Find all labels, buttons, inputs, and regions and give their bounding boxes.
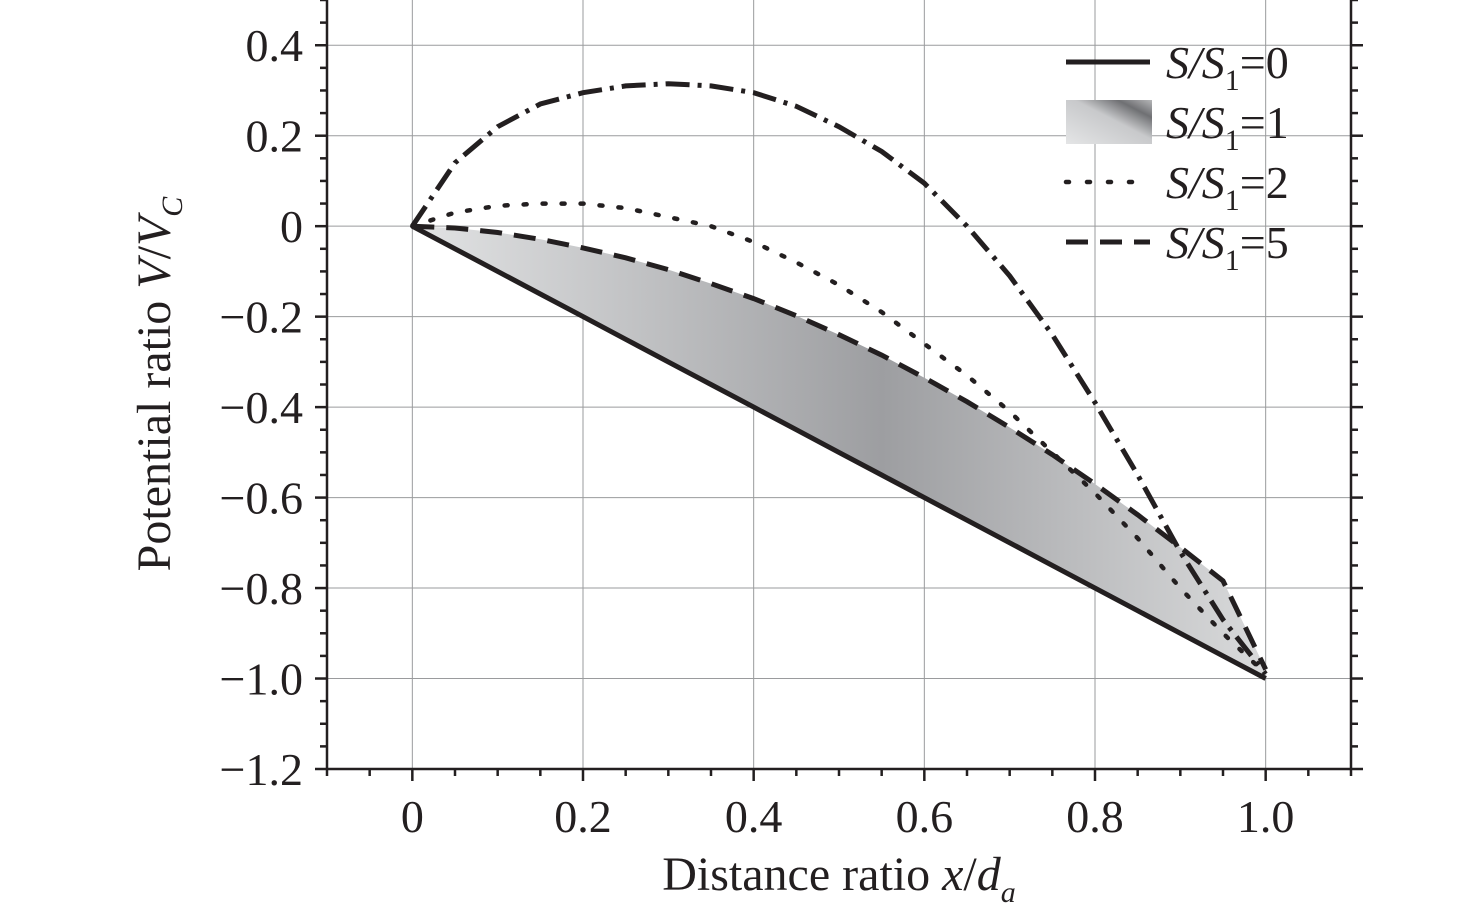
y-tick-label: 0	[280, 201, 303, 252]
series-s-s1-2-dotted-line	[410, 201, 1268, 677]
series-dashdot-line	[410, 81, 1268, 676]
legend-label: S/S1=0	[1166, 37, 1289, 97]
y-axis-title: Potential ratio V/VC	[128, 196, 189, 572]
x-axis-title: Distance ratio x/da	[662, 848, 1016, 909]
y-tick-label: −0.8	[220, 563, 303, 614]
y-tick-label: −1.0	[220, 654, 303, 705]
x-tick-label: 1.0	[1237, 791, 1295, 842]
series-layer	[410, 81, 1268, 681]
x-tick-label: 0.8	[1066, 791, 1124, 842]
plot-frame	[315, 0, 1363, 781]
legend-item: S/S1=1	[1066, 97, 1289, 157]
tick-labels: 0 0.2 0.4 0.6 0.8 1.0 0.4 0.2 0 −0.2 −0.4 −0.6 −0.8 −…	[220, 20, 1295, 842]
y-tick-label: −0.2	[220, 292, 303, 343]
legend-label: S/S1=1	[1166, 97, 1289, 157]
legend-item: S/S1=2	[1063, 157, 1289, 217]
y-tick-label: −0.4	[220, 382, 303, 433]
y-tick-label: −1.2	[220, 744, 303, 795]
y-tick-label: 0.2	[246, 111, 304, 162]
x-tick-label: 0.2	[554, 791, 612, 842]
legend-item: S/S1=5	[1066, 217, 1289, 277]
legend: S/S1=0S/S1=1S/S1=2S/S1=5	[1063, 37, 1289, 277]
legend-swatch-shaded	[1066, 100, 1152, 144]
series-s-s1-5-dashed-line	[412, 223, 1268, 671]
x-tick-label: 0	[401, 791, 424, 842]
x-tick-label: 0.6	[896, 791, 954, 842]
series-s-s1-0-solid-line	[411, 223, 1267, 681]
legend-label: S/S1=5	[1166, 217, 1289, 277]
legend-label: S/S1=2	[1166, 157, 1289, 217]
legend-item: S/S1=0	[1066, 37, 1289, 97]
y-tick-label: 0.4	[246, 20, 304, 71]
x-tick-label: 0.4	[725, 791, 783, 842]
y-tick-label: −0.6	[220, 473, 303, 524]
